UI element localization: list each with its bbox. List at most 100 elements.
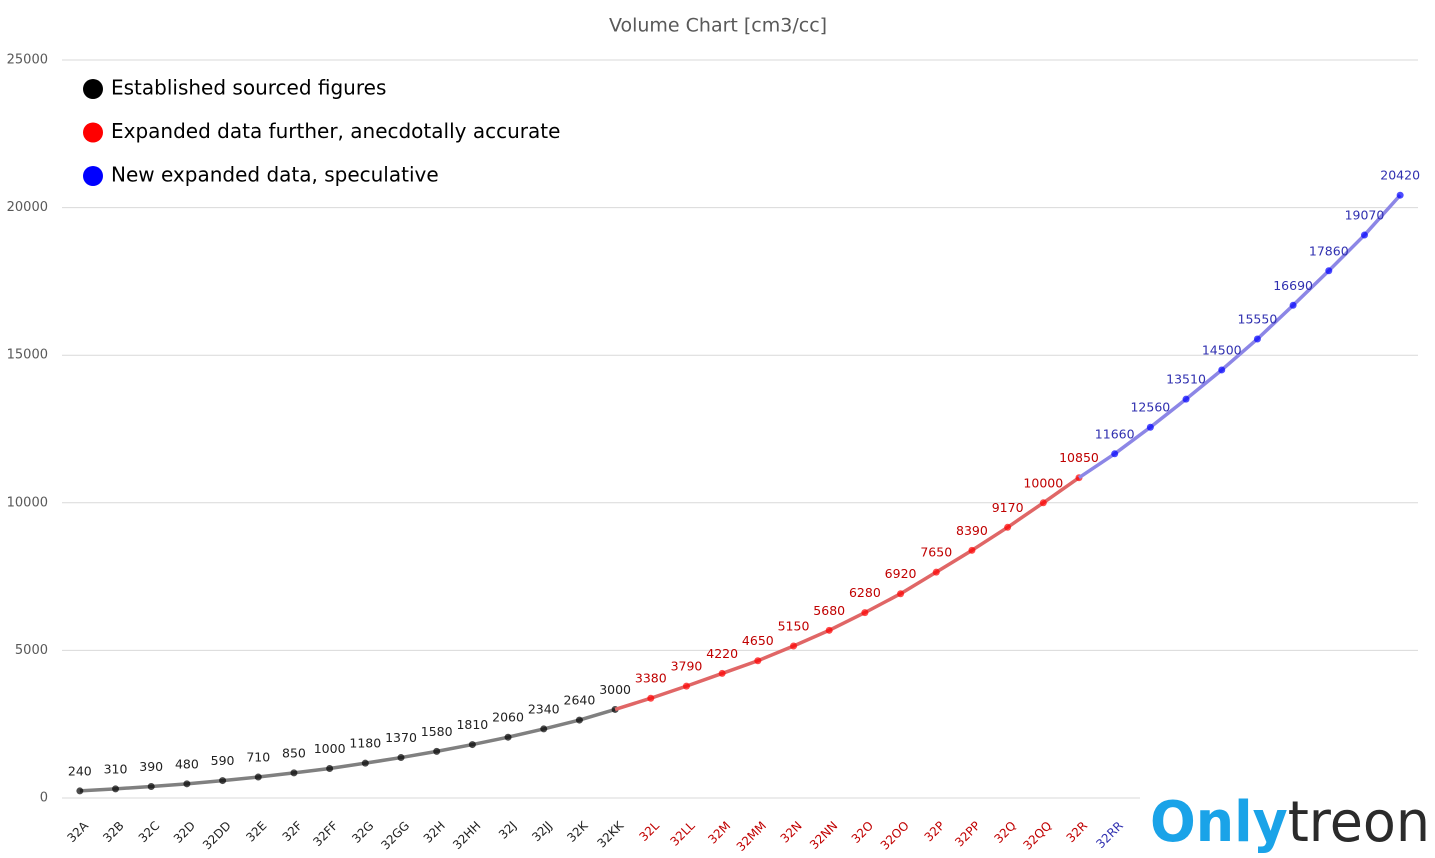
point [754,657,762,665]
data-label: 590 [211,753,235,768]
watermark: Onlytreon [1150,790,1430,855]
point [361,759,369,767]
y-tick-label: 10000 [7,495,48,510]
data-label: 12560 [1130,400,1170,415]
x-tick-label: 32NN [807,819,840,852]
point [682,682,690,690]
data-label: 2640 [564,693,596,708]
x-tick-label: 32C [136,819,163,846]
x-tick-label: 32O [849,819,876,846]
x-tick-label: 32DD [200,819,234,853]
series-line [79,707,616,793]
point [1289,301,1297,309]
point [1218,366,1226,374]
legend-marker [83,166,103,186]
data-label: 3380 [635,671,667,686]
x-tick-label: 32A [65,818,92,845]
point [825,626,833,634]
data-label: 16690 [1273,278,1313,293]
legend-marker [83,79,103,99]
data-label: 2060 [492,710,524,725]
x-tick-label: 32K [564,818,591,845]
x-tick-label: 32R [1064,819,1091,846]
point [147,782,155,790]
data-label: 480 [175,756,199,771]
data-label: 3790 [671,659,703,674]
legend-label: New expanded data, speculative [111,163,439,187]
point [718,669,726,677]
x-tick-label: 32QQ [1020,819,1054,853]
point [504,733,512,741]
x-tick-label: 32LL [668,818,698,848]
data-label: 11660 [1095,426,1135,441]
x-tick-label: 32JJ [529,819,555,845]
point [1360,231,1368,239]
point [540,725,548,733]
y-tick-label: 5000 [15,643,48,658]
data-label: 1370 [385,730,417,745]
point [254,773,262,781]
connector [1078,452,1116,480]
point [790,642,798,650]
x-tick-label: 32D [171,819,198,846]
x-tick-label: 32G [349,819,376,846]
data-label: 1580 [421,724,453,739]
data-label: 390 [139,759,163,774]
data-label: 850 [282,745,306,760]
data-label: 13510 [1166,372,1206,387]
data-label: 3000 [599,682,631,697]
data-label: 1810 [456,717,488,732]
data-label: 6920 [885,566,917,581]
data-label: 15550 [1238,311,1278,326]
x-tick-label: 32RR [1093,819,1125,851]
x-tick-label: 32E [243,819,269,845]
x-tick-label: 32M [705,819,733,847]
x-tick-label: 32OO [878,819,912,853]
data-label: 4220 [706,646,738,661]
point [861,609,869,617]
data-label: 2340 [528,701,560,716]
data-label: 710 [246,750,270,765]
watermark-bg [1140,790,1435,858]
point [326,764,334,772]
point [897,590,905,598]
point [112,785,120,793]
point [76,787,84,795]
x-tick-label: 32J [496,819,519,842]
y-tick-label: 15000 [7,348,48,363]
point [575,716,583,724]
data-label: 19070 [1345,208,1385,223]
x-tick-label: 32F [280,819,306,845]
point [1004,523,1012,531]
x-tick-label: 32H [421,819,448,846]
data-label: 8390 [956,523,988,538]
x-tick-label: 32PP [952,819,983,850]
x-tick-label: 32B [100,819,127,846]
data-label: 20420 [1380,168,1420,183]
point [1111,450,1119,458]
legend-label: Established sourced figures [111,76,386,100]
data-label: 1000 [314,741,346,756]
x-tick-label: 32GG [378,819,412,853]
data-label: 1180 [349,736,381,751]
x-tick-label: 32HH [450,819,483,852]
point [433,747,441,755]
x-tick-label: 32FF [310,819,341,850]
point [1146,423,1154,431]
data-label: 5680 [813,603,845,618]
point [968,546,976,554]
watermark-part: Only [1150,790,1288,855]
data-label: 240 [68,763,92,778]
x-tick-label: 32Q [991,819,1018,846]
y-tick-label: 25000 [7,53,48,68]
point [647,694,655,702]
point [1039,499,1047,507]
data-label: 9170 [992,500,1024,515]
point [468,741,476,749]
point [1396,191,1404,199]
point [397,754,405,762]
chart-title: Volume Chart [cm3/cc] [609,15,827,37]
watermark-part: treon [1288,790,1430,855]
x-tick-label: 32KK [594,818,627,851]
